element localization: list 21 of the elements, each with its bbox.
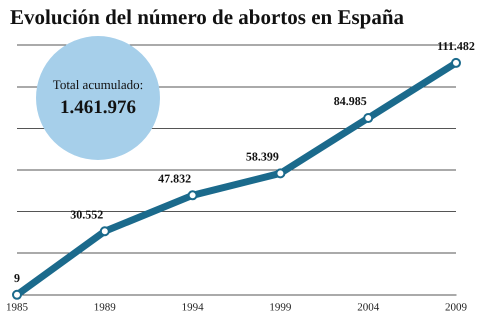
x-tick-label: 2004 bbox=[357, 301, 380, 314]
point bbox=[451, 58, 461, 68]
x-tick-label: 1994 bbox=[182, 301, 204, 314]
point bbox=[275, 168, 286, 178]
x-tick-label: 2009 bbox=[445, 301, 468, 314]
x-tick-label: 1985 bbox=[6, 301, 28, 314]
point bbox=[188, 190, 198, 200]
circle-badge: Total acumulado: 1.461.976 bbox=[36, 36, 160, 160]
point bbox=[363, 113, 374, 124]
data-label: 84.985 bbox=[334, 94, 367, 108]
data-label: 58.399 bbox=[246, 149, 279, 164]
annotation: 1.461.976 bbox=[60, 97, 136, 119]
annotation: Total acumulado: bbox=[52, 77, 144, 93]
data-label: 111.482 bbox=[437, 39, 475, 54]
data-label: 47.832 bbox=[158, 171, 192, 186]
point bbox=[100, 226, 110, 236]
chart-title: Evolución del número de abortos en España bbox=[10, 5, 405, 30]
data-label: 9 bbox=[14, 270, 20, 285]
point bbox=[12, 290, 22, 300]
x-tick-label: 1989 bbox=[94, 301, 116, 314]
x-tick-label: 1999 bbox=[269, 301, 292, 314]
